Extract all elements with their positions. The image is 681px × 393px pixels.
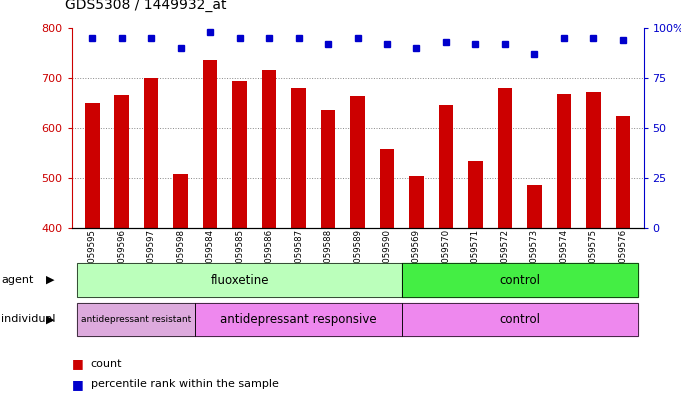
Bar [144,78,159,393]
Text: agent: agent [1,275,34,285]
Text: antidepressant responsive: antidepressant responsive [220,313,377,326]
Bar [439,105,454,393]
Bar [350,96,365,393]
Text: count: count [91,358,122,369]
Bar [616,116,631,393]
Bar [409,176,424,393]
Bar [498,88,512,393]
Text: GDS5308 / 1449932_at: GDS5308 / 1449932_at [65,0,226,12]
Bar [173,174,188,393]
Bar [291,88,306,393]
Bar [114,95,129,393]
Text: fluoxetine: fluoxetine [210,274,269,286]
Bar [586,92,601,393]
Text: ▶: ▶ [46,275,54,285]
Text: control: control [499,313,540,326]
Bar [262,70,276,393]
Bar [84,103,99,393]
Bar [556,94,571,393]
Text: ■: ■ [72,378,83,391]
Text: antidepressant resistant: antidepressant resistant [81,315,191,324]
Text: ■: ■ [72,357,83,370]
Bar [468,161,483,393]
Bar [203,60,217,393]
Text: ▶: ▶ [46,314,54,324]
Bar [232,81,247,393]
Text: individual: individual [1,314,56,324]
Bar [379,149,394,393]
Text: percentile rank within the sample: percentile rank within the sample [91,379,279,389]
Text: control: control [499,274,540,286]
Bar [527,185,542,393]
Bar [321,110,336,393]
